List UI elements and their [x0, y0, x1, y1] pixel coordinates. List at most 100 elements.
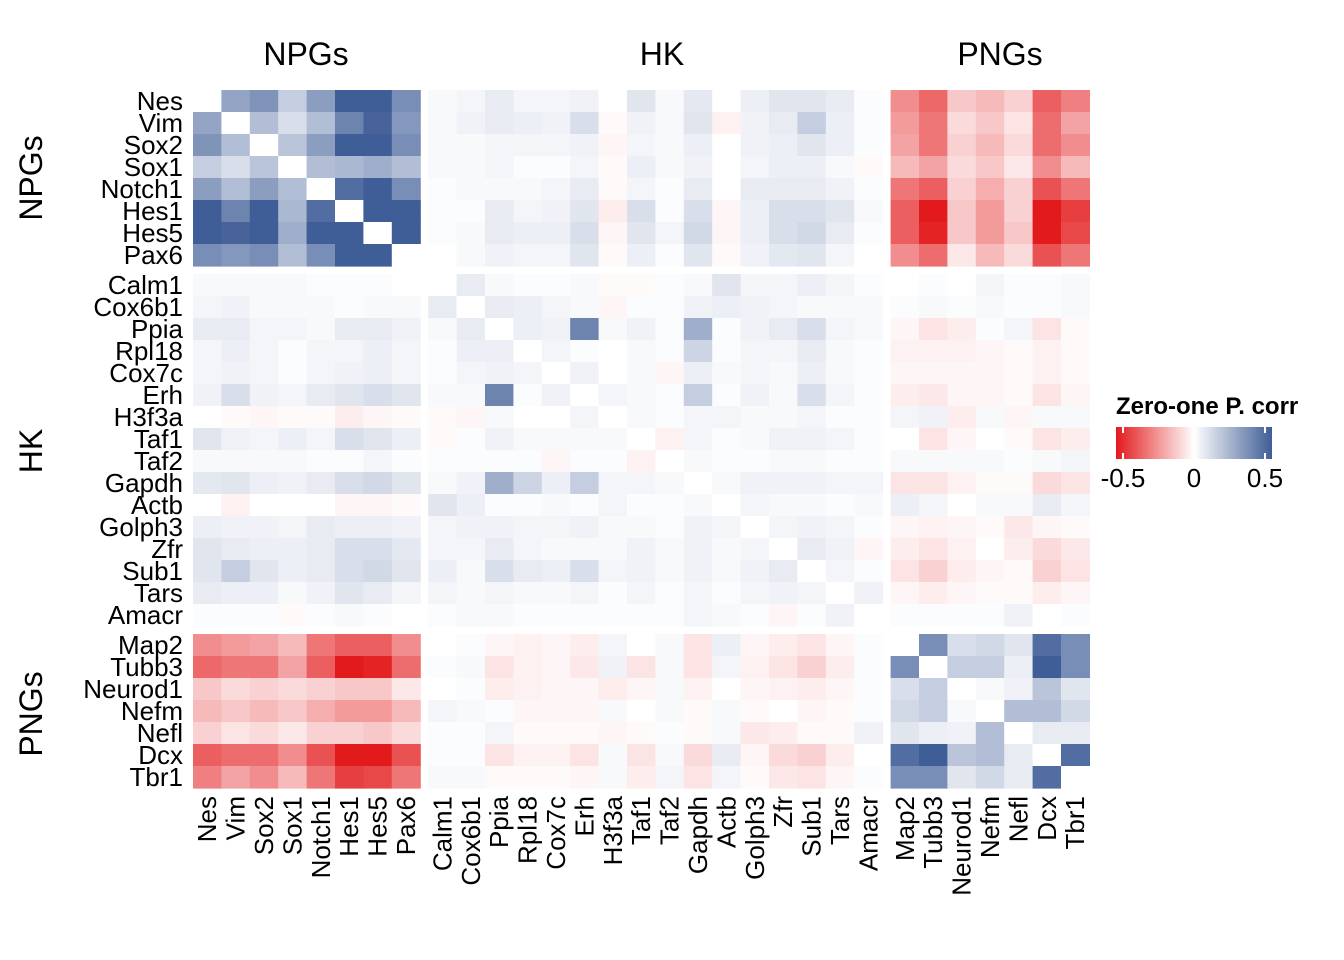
heatmap-cell-amacr-gapdh — [683, 604, 713, 627]
heatmap-cell-amacr-pax6 — [391, 604, 421, 627]
heatmap-cell-tars-pax6 — [391, 582, 421, 605]
heatmap-cell-sox1-tubb3 — [919, 156, 948, 179]
heatmap-cell-hes5-nes — [193, 222, 222, 245]
heatmap-cell-taf1-erh — [570, 428, 600, 451]
heatmap-cell-zfr-nes — [193, 538, 222, 561]
heatmap-cell-tubb3-sox2 — [249, 656, 279, 679]
heatmap-cell-nefm-hes1 — [335, 700, 364, 723]
heatmap-cell-golph3-amacr — [854, 516, 884, 539]
heatmap-cell-cox6b1-sox2 — [249, 296, 279, 319]
heatmap-cell-sox2-cox6b1 — [456, 134, 486, 157]
heatmap-cell-map2-calm1 — [428, 634, 458, 657]
heatmap-cell-nefm-vim — [221, 700, 251, 723]
heatmap-cell-cox6b1-ppia — [485, 296, 514, 319]
heatmap-cell-h3f3a-calm1 — [428, 406, 458, 429]
heatmap-cell-tubb3-map2 — [890, 656, 920, 679]
heatmap-cell-sox2-actb — [712, 134, 742, 157]
heatmap-cell-golph3-taf1 — [627, 516, 656, 539]
row-label-cox6b1: Cox6b1 — [93, 292, 183, 322]
heatmap-cell-rpl18-ppia — [485, 340, 514, 363]
heatmap-cell-ppia-notch1 — [306, 318, 336, 341]
heatmap-cell-cox7c-nefm — [975, 362, 1005, 385]
heatmap-cell-tubb3-ppia — [485, 656, 514, 679]
heatmap-cell-tubb3-actb — [712, 656, 742, 679]
heatmap-cell-golph3-notch1 — [306, 516, 336, 539]
heatmap-cell-tbr1-tubb3 — [919, 766, 948, 789]
heatmap-cell-sub1-cox6b1 — [456, 560, 486, 583]
heatmap-cell-taf2-pax6 — [391, 450, 421, 473]
heatmap-cell-cox6b1-erh — [570, 296, 600, 319]
heatmap-cell-calm1-sox2 — [249, 274, 279, 297]
heatmap-cell-nefm-cox6b1 — [456, 700, 486, 723]
heatmap-cell-tbr1-gapdh — [683, 766, 713, 789]
heatmap-cell-taf1-golph3 — [740, 428, 770, 451]
heatmap-cell-nes-pax6 — [391, 90, 421, 113]
heatmap-cell-nefm-cox7c — [541, 700, 571, 723]
heatmap-cell-tubb3-tbr1 — [1061, 656, 1090, 679]
heatmap-cell-vim-taf1 — [627, 112, 656, 135]
heatmap-cell-tars-gapdh — [683, 582, 713, 605]
heatmap-cell-taf2-sub1 — [797, 450, 827, 473]
heatmap-cell-erh-calm1 — [428, 384, 458, 407]
heatmap-cell-h3f3a-gapdh — [683, 406, 713, 429]
heatmap-cell-calm1-notch1 — [306, 274, 336, 297]
heatmap-cell-tubb3-zfr — [769, 656, 798, 679]
heatmap-cell-vim-erh — [570, 112, 600, 135]
column-label-actb: Actb — [711, 796, 741, 848]
heatmap-cell-nefl-nefm — [975, 722, 1005, 745]
heatmap-cell-vim-vim — [221, 112, 251, 135]
heatmap-cell-gapdh-map2 — [890, 472, 920, 495]
heatmap-cell-vim-notch1 — [306, 112, 336, 135]
heatmap-cell-hes1-vim — [221, 200, 251, 223]
heatmap-cell-zfr-tbr1 — [1061, 538, 1090, 561]
heatmap-cell-ppia-sox1 — [278, 318, 308, 341]
column-label-dcx: Dcx — [1032, 796, 1062, 841]
heatmap-cell-sox1-actb — [712, 156, 742, 179]
heatmap-cell-zfr-zfr — [769, 538, 798, 561]
heatmap-cell-ppia-nefm — [975, 318, 1005, 341]
heatmap-cell-ppia-nefl — [1004, 318, 1034, 341]
heatmap-cell-cox6b1-cox7c — [541, 296, 571, 319]
heatmap-cell-nefl-sub1 — [797, 722, 827, 745]
column-label-neurod1: Neurod1 — [947, 796, 977, 896]
column-label-vim: Vim — [221, 796, 251, 840]
heatmap-cell-hes5-taf1 — [627, 222, 656, 245]
heatmap-cell-rpl18-taf2 — [655, 340, 685, 363]
heatmap-cell-sub1-dcx — [1032, 560, 1062, 583]
heatmap-cell-tars-sub1 — [797, 582, 827, 605]
row-label-cox7c: Cox7c — [109, 358, 183, 388]
heatmap-cell-zfr-neurod1 — [947, 538, 977, 561]
heatmap-cell-tubb3-hes1 — [335, 656, 364, 679]
heatmap-cell-golph3-tbr1 — [1061, 516, 1090, 539]
heatmap-cell-calm1-hes1 — [335, 274, 364, 297]
heatmap-cell-sub1-ppia — [485, 560, 514, 583]
heatmap-cell-ppia-amacr — [854, 318, 884, 341]
heatmap-cell-taf1-neurod1 — [947, 428, 977, 451]
heatmap-cell-sub1-tars — [825, 560, 855, 583]
heatmap-cell-calm1-neurod1 — [947, 274, 977, 297]
heatmap-cell-ppia-hes5 — [363, 318, 393, 341]
heatmap-cell-tars-h3f3a — [598, 582, 628, 605]
heatmap-cell-amacr-zfr — [769, 604, 798, 627]
heatmap-cell-sox2-zfr — [769, 134, 798, 157]
heatmap-cell-cox6b1-map2 — [890, 296, 920, 319]
column-label-cox6b1: Cox6b1 — [456, 796, 486, 886]
heatmap-cell-actb-calm1 — [428, 494, 458, 517]
heatmap-cell-gapdh-taf1 — [627, 472, 656, 495]
heatmap-cell-vim-taf2 — [655, 112, 685, 135]
heatmap-cell-tbr1-ppia — [485, 766, 514, 789]
heatmap-cell-sox2-hes5 — [363, 134, 393, 157]
heatmap-cell-cox7c-tars — [825, 362, 855, 385]
heatmap-cell-vim-tubb3 — [919, 112, 948, 135]
heatmap-cell-nefm-erh — [570, 700, 600, 723]
heatmap-cell-h3f3a-cox6b1 — [456, 406, 486, 429]
heatmap-cell-sox2-gapdh — [683, 134, 713, 157]
heatmap-cell-map2-tubb3 — [919, 634, 948, 657]
heatmap-cell-taf1-pax6 — [391, 428, 421, 451]
heatmap-cell-nefm-taf1 — [627, 700, 656, 723]
heatmap-cell-erh-tubb3 — [919, 384, 948, 407]
heatmap-cell-nefl-hes5 — [363, 722, 393, 745]
heatmap-cell-rpl18-tubb3 — [919, 340, 948, 363]
heatmap-cell-hes1-sox1 — [278, 200, 308, 223]
